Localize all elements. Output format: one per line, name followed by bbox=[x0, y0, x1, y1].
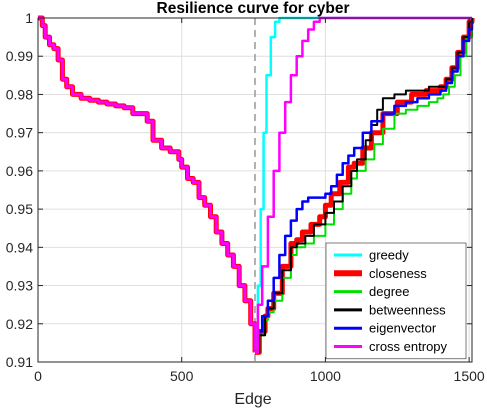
series-line-cross-entropy bbox=[255, 16, 472, 354]
y-tick-label: 0.95 bbox=[6, 201, 33, 217]
legend-label-closeness: closeness bbox=[369, 266, 427, 281]
y-tick-label: 0.91 bbox=[6, 354, 33, 370]
x-tick-label: 1500 bbox=[454, 368, 485, 384]
series-line-betweenness bbox=[255, 18, 473, 354]
legend-label-cross-entropy: cross entropy bbox=[369, 339, 448, 354]
legend-label-betweenness: betweenness bbox=[369, 302, 446, 317]
legend-label-degree: degree bbox=[369, 284, 409, 299]
y-tick-label: 1 bbox=[25, 10, 33, 26]
series-line-eigenvector bbox=[255, 21, 474, 354]
x-axis-label: Edge bbox=[234, 391, 271, 408]
y-tick-label: 0.97 bbox=[6, 125, 33, 141]
plot-area: 0 500 1000 1500 0.91 0.92 0.93 0.94 0.95 0.96 0.97… bbox=[6, 10, 485, 384]
y-tick-label: 0.96 bbox=[6, 163, 33, 179]
series-line-greedy bbox=[255, 16, 472, 354]
legend-box bbox=[325, 242, 467, 360]
x-tick-label: 0 bbox=[34, 368, 42, 384]
series-prefix-line bbox=[38, 16, 257, 353]
legend-label-greedy: greedy bbox=[369, 248, 409, 263]
y-tick-label: 0.99 bbox=[6, 48, 33, 64]
x-tick-label: 500 bbox=[170, 368, 194, 384]
y-tick-label: 0.94 bbox=[6, 239, 33, 255]
x-tick-label: 1000 bbox=[310, 368, 341, 384]
y-tick-label: 0.93 bbox=[6, 278, 33, 294]
chart-title: Resilience curve for cyber bbox=[157, 0, 350, 17]
axes-box bbox=[37, 17, 473, 363]
y-tick-label: 0.98 bbox=[6, 86, 33, 102]
legend-label-eigenvector: eigenvector bbox=[369, 321, 437, 336]
y-tick-label: 0.92 bbox=[6, 316, 33, 332]
